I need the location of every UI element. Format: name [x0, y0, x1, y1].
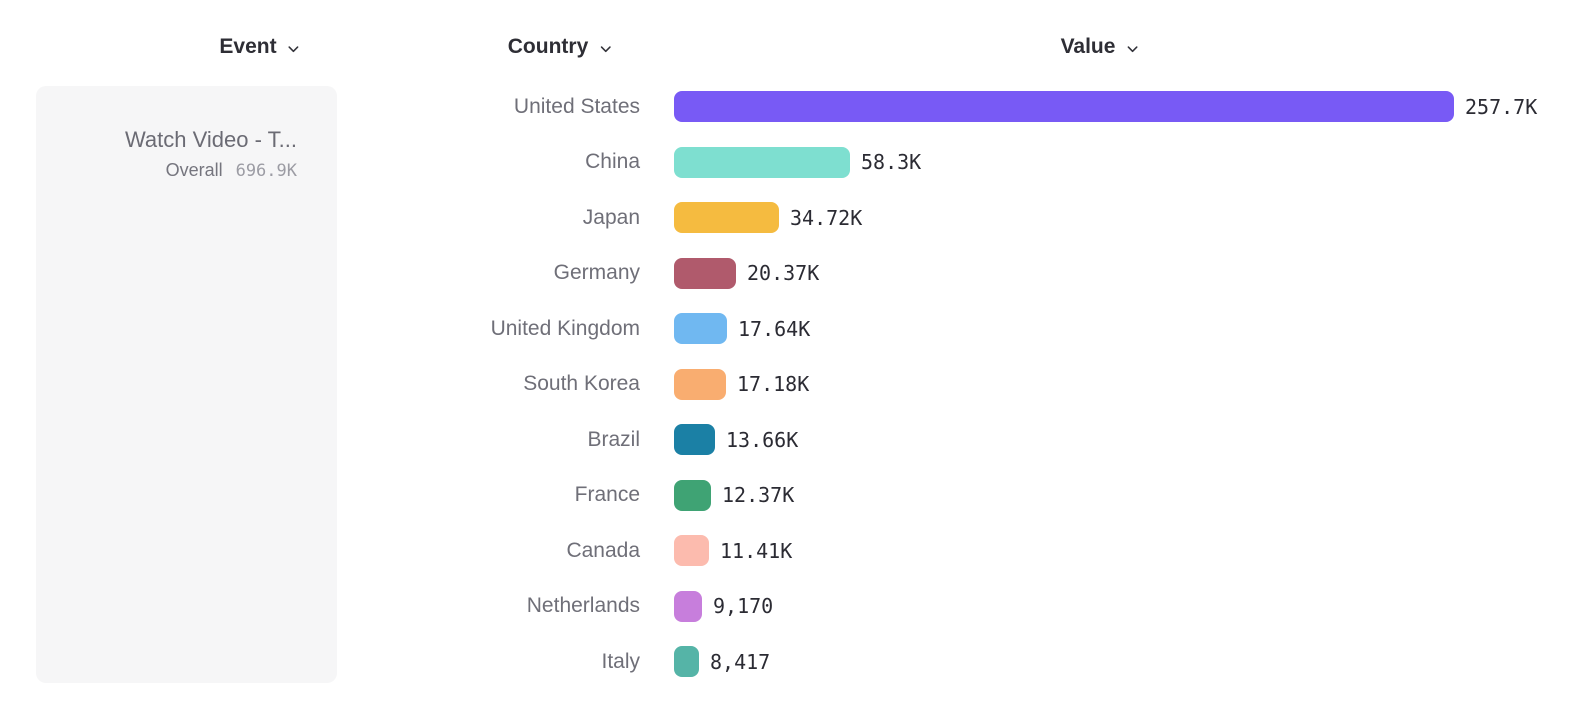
chart-row: United Kingdom 17.64K: [0, 301, 1584, 357]
country-label: Canada: [566, 538, 640, 562]
bar-area: 20.37K: [674, 257, 820, 289]
chart-row: United States 257.7K: [0, 79, 1584, 135]
bar-area: 257.7K: [674, 91, 1538, 123]
bar-chart: United States 257.7K China 58.3K Japan 34.72K…: [0, 79, 1584, 690]
bar-area: 58.3K: [674, 146, 922, 178]
chart-row: Canada 11.41K: [0, 523, 1584, 579]
bar-area: 17.64K: [674, 313, 811, 345]
value-bar[interactable]: [674, 479, 711, 511]
column-header-event[interactable]: Event: [219, 35, 300, 59]
bar-area: 9,170: [674, 590, 774, 622]
value-bar[interactable]: [674, 91, 1454, 123]
column-header-country-label: Country: [507, 35, 589, 58]
chevron-down-icon: [1125, 42, 1139, 56]
chart-row: Japan 34.72K: [0, 190, 1584, 246]
country-label: Japan: [582, 205, 640, 229]
column-header-country[interactable]: Country: [508, 35, 613, 59]
chevron-down-icon: [598, 42, 612, 56]
country-label: United Kingdom: [490, 316, 640, 340]
chart-row: Italy 8,417: [0, 634, 1584, 690]
chart-row: China 58.3K: [0, 135, 1584, 191]
value-label: 17.64K: [738, 316, 811, 341]
chart-row: Brazil 13.66K: [0, 412, 1584, 468]
value-bar[interactable]: [674, 646, 699, 678]
value-bar[interactable]: [674, 368, 726, 400]
chevron-down-icon: [287, 42, 301, 56]
country-label: United States: [513, 94, 640, 118]
value-bar[interactable]: [674, 590, 702, 622]
country-label: France: [574, 483, 640, 507]
value-label: 11.41K: [720, 538, 793, 563]
event-metric-label: Overall: [165, 160, 223, 180]
chart-row: France 12.37K: [0, 468, 1584, 524]
value-label: 34.72K: [790, 205, 863, 230]
value-bar[interactable]: [674, 424, 715, 456]
bar-area: 11.41K: [674, 535, 793, 567]
value-label: 9,170: [713, 594, 774, 619]
column-header-value-label: Value: [1060, 35, 1116, 58]
value-label: 257.7K: [1465, 94, 1538, 119]
value-bar[interactable]: [674, 146, 850, 178]
bar-area: 17.18K: [674, 368, 810, 400]
event-card[interactable]: Watch Video - T... Overall 696.9K: [36, 86, 337, 683]
bar-area: 13.66K: [674, 424, 799, 456]
country-label: China: [585, 150, 640, 174]
event-metric-value: 696.9K: [235, 161, 297, 181]
value-bar[interactable]: [674, 313, 727, 345]
value-label: 17.18K: [737, 372, 810, 397]
country-label: Germany: [553, 261, 640, 285]
country-label: Brazil: [587, 427, 640, 451]
value-label: 8,417: [710, 649, 771, 674]
value-label: 20.37K: [747, 261, 820, 286]
value-label: 13.66K: [726, 427, 799, 452]
event-title: Watch Video - T...: [124, 127, 297, 152]
country-label: Netherlands: [526, 594, 640, 618]
value-label: 58.3K: [861, 150, 922, 175]
bar-area: 12.37K: [674, 479, 795, 511]
bar-area: 34.72K: [674, 202, 863, 234]
value-bar[interactable]: [674, 202, 779, 234]
column-header-event-label: Event: [219, 35, 277, 58]
chart-row: South Korea 17.18K: [0, 357, 1584, 413]
value-label: 12.37K: [722, 483, 795, 508]
value-bar[interactable]: [674, 535, 709, 567]
chart-row: Netherlands 9,170: [0, 579, 1584, 635]
value-bar[interactable]: [674, 257, 736, 289]
event-metric: Overall 696.9K: [36, 160, 297, 181]
country-label: Italy: [601, 649, 640, 673]
country-label: South Korea: [523, 372, 640, 396]
chart-row: Germany 20.37K: [0, 246, 1584, 302]
bar-area: 8,417: [674, 646, 771, 678]
column-header-value[interactable]: Value: [1061, 35, 1140, 59]
